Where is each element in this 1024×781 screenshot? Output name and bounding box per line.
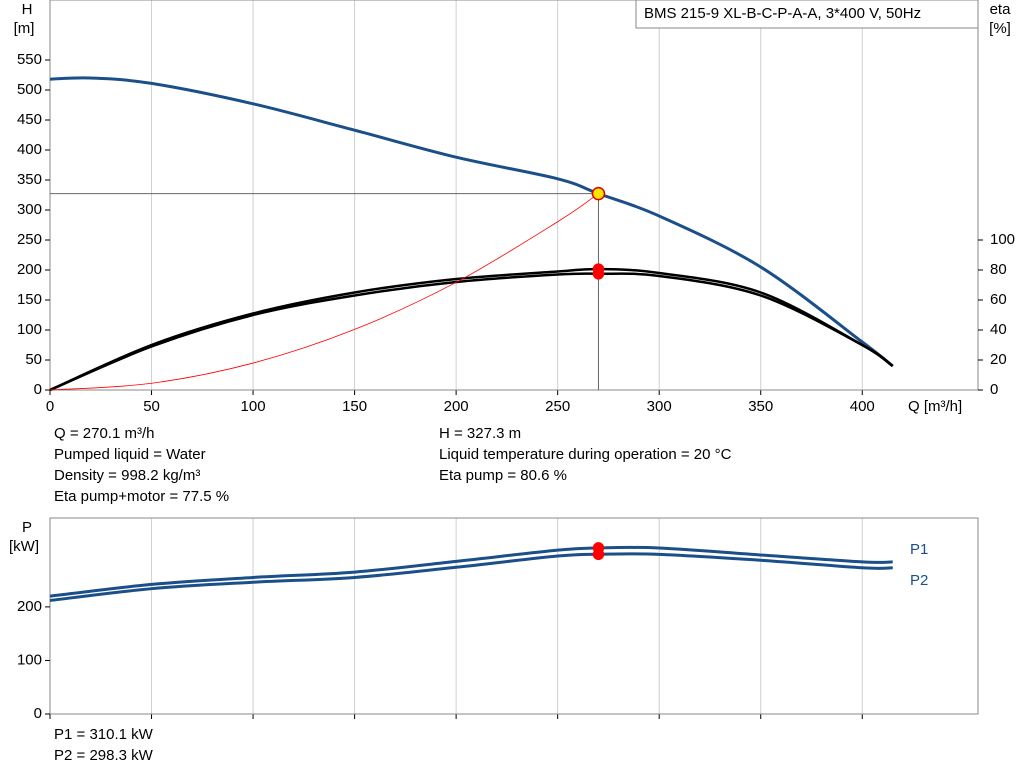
x-tick-label: 350 xyxy=(748,398,773,415)
y-tick-label: 500 xyxy=(17,81,42,98)
x-tick-label: 200 xyxy=(444,398,469,415)
plot-frame xyxy=(49,0,979,391)
x-tick-label: 0 xyxy=(46,398,54,415)
x-tick-label: 50 xyxy=(143,398,160,415)
series-line xyxy=(49,76,894,368)
series-label: P2 xyxy=(910,572,928,589)
y-axis-label: H xyxy=(22,1,33,18)
operating-point xyxy=(591,186,606,201)
info-text: Q = 270.1 m³/h xyxy=(54,425,154,442)
y2-tick-label: 60 xyxy=(990,291,1007,308)
series-line xyxy=(49,545,893,598)
x-tick-label: 300 xyxy=(647,398,672,415)
series-line xyxy=(49,193,599,391)
legend-box xyxy=(635,0,979,29)
y2-axis-unit: [%] xyxy=(989,20,1011,37)
info-text: Pumped liquid = Water xyxy=(54,446,206,463)
y-tick-label: 250 xyxy=(17,231,42,248)
y-tick-label: 150 xyxy=(17,291,42,308)
y-axis-label: P xyxy=(22,519,32,536)
plot-frame xyxy=(49,517,979,715)
y-tick-label: 200 xyxy=(17,598,42,615)
y-tick-label: 200 xyxy=(17,261,42,278)
y-tick-label: 100 xyxy=(17,651,42,668)
y2-axis-label: eta xyxy=(990,1,1012,18)
y2-tick-label: 40 xyxy=(990,321,1007,338)
y2-tick-label: 80 xyxy=(990,261,1007,278)
y-tick-label: 350 xyxy=(17,171,42,188)
y-tick-label: 100 xyxy=(17,321,42,338)
info-text: P2 = 298.3 kW xyxy=(54,747,154,764)
y-tick-label: 50 xyxy=(25,351,42,368)
y-tick-label: 300 xyxy=(17,201,42,218)
info-text: Density = 998.2 kg/m³ xyxy=(54,467,200,484)
y-tick-label: 400 xyxy=(17,141,42,158)
series-line xyxy=(49,267,894,392)
y-axis-unit: [m] xyxy=(14,20,35,37)
y-axis-unit: [kW] xyxy=(9,538,39,555)
x-tick-label: 250 xyxy=(545,398,570,415)
y-tick-label: 450 xyxy=(17,111,42,128)
y2-tick-label: 20 xyxy=(990,351,1007,368)
operating-point xyxy=(592,548,605,561)
y-tick-label: 0 xyxy=(34,705,42,722)
info-text: H = 327.3 m xyxy=(439,425,521,442)
legend-box-text: BMS 215-9 XL-B-C-P-A-A, 3*400 V, 50Hz xyxy=(644,5,921,22)
x-axis-label: Q [m³/h] xyxy=(908,398,962,415)
x-tick-label: 100 xyxy=(241,398,266,415)
x-tick-label: 150 xyxy=(342,398,367,415)
info-text: Eta pump = 80.6 % xyxy=(439,467,567,484)
series-label: P1 xyxy=(910,541,928,558)
y2-tick-label: 0 xyxy=(990,381,998,398)
y-tick-label: 0 xyxy=(34,381,42,398)
series-line xyxy=(49,552,893,602)
x-tick-label: 400 xyxy=(850,398,875,415)
info-text: Liquid temperature during operation = 20… xyxy=(439,446,732,463)
info-text: P1 = 310.1 kW xyxy=(54,726,154,743)
y-tick-label: 550 xyxy=(17,51,42,68)
operating-point xyxy=(592,268,605,280)
y2-tick-label: 100 xyxy=(990,231,1015,248)
info-text: Eta pump+motor = 77.5 % xyxy=(54,488,229,505)
series-line xyxy=(49,272,894,392)
